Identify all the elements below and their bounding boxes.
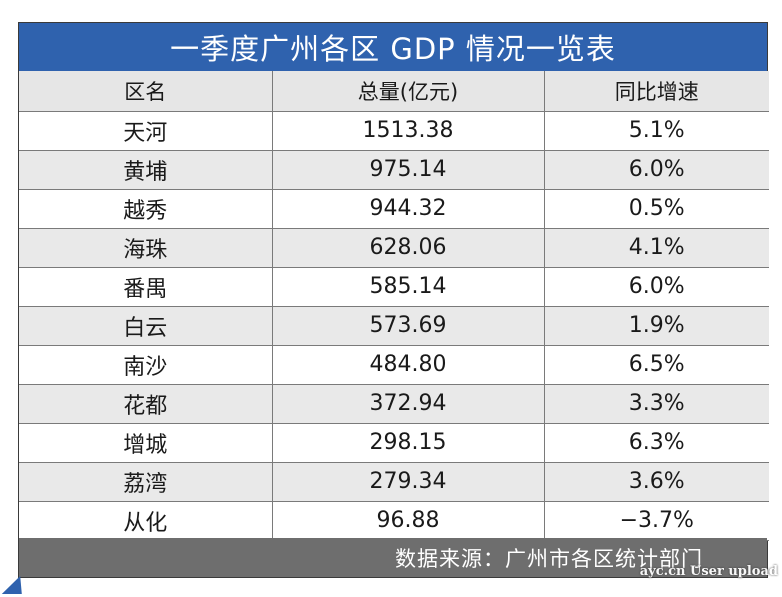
cell-district: 白云	[19, 306, 273, 346]
cell-growth: 6.3%	[544, 423, 769, 463]
cell-district: 黄埔	[19, 150, 273, 190]
gdp-table-card: 一季度广州各区 GDP 情况一览表 区名 总量(亿元) 同比增速 天河 1513.…	[18, 22, 769, 578]
cell-total: 372.94	[272, 384, 545, 424]
cell-total: 96.88	[272, 501, 545, 541]
cell-growth: 4.1%	[544, 228, 769, 268]
cell-district: 天河	[19, 111, 273, 151]
column-header-district: 区名	[19, 71, 273, 112]
cell-growth: 3.3%	[544, 384, 769, 424]
table-row: 越秀 944.32 0.5%	[19, 189, 769, 229]
table-header: 区名 总量(亿元) 同比增速	[19, 71, 769, 112]
cell-total: 298.15	[272, 423, 545, 463]
cell-total: 628.06	[272, 228, 545, 268]
cell-total: 585.14	[272, 267, 545, 307]
table-row: 南沙 484.80 6.5%	[19, 345, 769, 385]
cell-total: 1513.38	[272, 111, 545, 151]
cell-district: 从化	[19, 501, 273, 541]
column-header-total: 总量(亿元)	[272, 71, 545, 112]
cell-district: 花都	[19, 384, 273, 424]
table-body: 天河 1513.38 5.1% 黄埔 975.14 6.0% 越秀 944.32 0.5% 海珠 6…	[19, 111, 769, 541]
table-row: 白云 573.69 1.9%	[19, 306, 769, 346]
cell-district: 海珠	[19, 228, 273, 268]
source-note: 数据来源：广州市各区统计部门	[19, 538, 767, 577]
cell-growth: 1.9%	[544, 306, 769, 346]
table-row: 天河 1513.38 5.1%	[19, 111, 769, 151]
table-row: 番禺 585.14 6.0%	[19, 267, 769, 307]
table-row: 增城 298.15 6.3%	[19, 423, 769, 463]
cell-total: 484.80	[272, 345, 545, 385]
cell-growth: 6.0%	[544, 267, 769, 307]
cell-growth: −3.7%	[544, 501, 769, 541]
cell-district: 荔湾	[19, 462, 273, 502]
cell-total: 975.14	[272, 150, 545, 190]
cell-district: 越秀	[19, 189, 273, 229]
corner-decoration	[1, 576, 31, 594]
cell-total: 573.69	[272, 306, 545, 346]
cell-growth: 6.0%	[544, 150, 769, 190]
cell-growth: 6.5%	[544, 345, 769, 385]
cell-district: 南沙	[19, 345, 273, 385]
cell-growth: 3.6%	[544, 462, 769, 502]
cell-growth: 5.1%	[544, 111, 769, 151]
header-row: 区名 总量(亿元) 同比增速	[19, 71, 769, 112]
table-title: 一季度广州各区 GDP 情况一览表	[19, 23, 767, 71]
table-row: 花都 372.94 3.3%	[19, 384, 769, 424]
column-header-growth: 同比增速	[544, 71, 769, 112]
cell-growth: 0.5%	[544, 189, 769, 229]
cell-total: 944.32	[272, 189, 545, 229]
cell-district: 番禺	[19, 267, 273, 307]
table-row: 黄埔 975.14 6.0%	[19, 150, 769, 190]
gdp-table: 区名 总量(亿元) 同比增速 天河 1513.38 5.1% 黄埔 975.14 6.0%…	[19, 71, 769, 541]
table-row: 荔湾 279.34 3.6%	[19, 462, 769, 502]
cell-district: 增城	[19, 423, 273, 463]
table-row: 海珠 628.06 4.1%	[19, 228, 769, 268]
table-row: 从化 96.88 −3.7%	[19, 501, 769, 541]
cell-total: 279.34	[272, 462, 545, 502]
watermark: ayc.cn User upload	[639, 564, 778, 579]
